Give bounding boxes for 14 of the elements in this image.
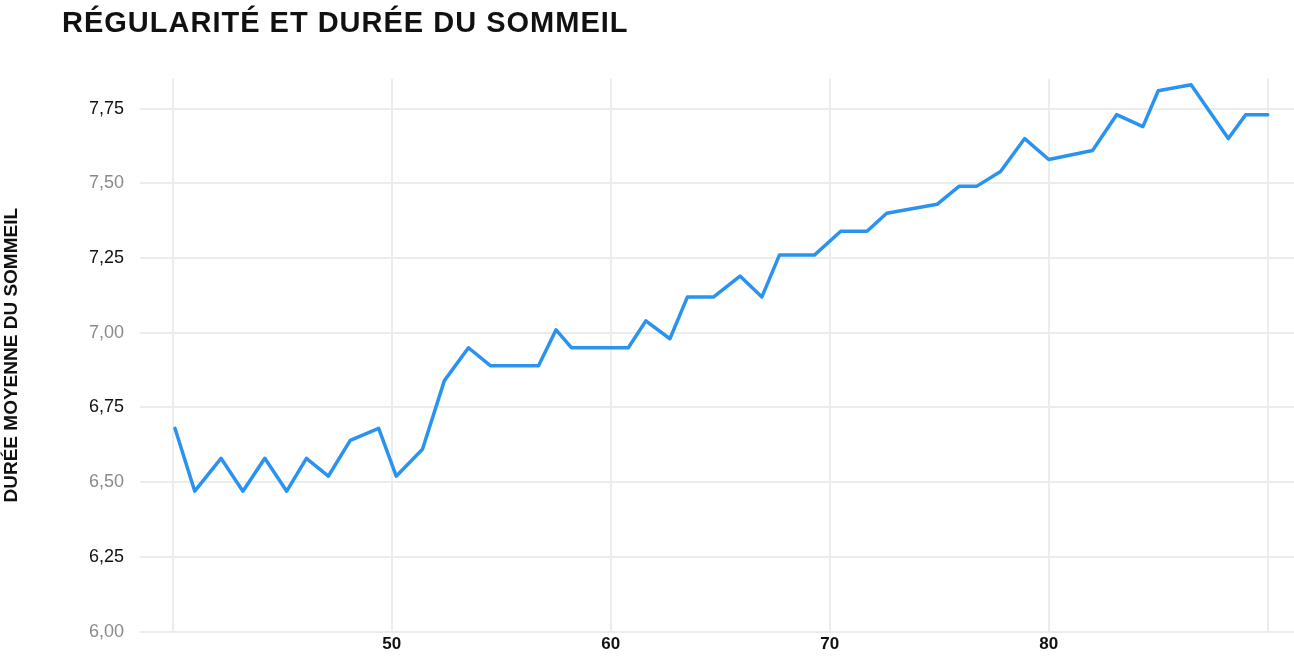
x-tick-label: 70 (820, 634, 840, 654)
y-tick-label: 7,00 (88, 321, 124, 342)
chart-title: RÉGULARITÉ ET DURÉE DU SOMMEIL (62, 6, 629, 39)
y-tick-label: 7,25 (88, 247, 124, 268)
y-tick-label: 6,50 (88, 471, 124, 492)
y-tick-label: 6,00 (88, 620, 124, 641)
y-axis-title: DURÉE MOYENNE DU SOMMEIL (0, 207, 21, 503)
y-tick-label: 7,75 (88, 97, 124, 118)
x-tick-label: 60 (601, 634, 621, 654)
x-tick-label: 80 (1039, 634, 1059, 654)
x-tick-label: 50 (382, 634, 402, 654)
y-tick-label: 6,25 (88, 545, 124, 566)
y-tick-label: 6,75 (88, 396, 124, 417)
y-tick-label: 7,50 (88, 172, 124, 193)
